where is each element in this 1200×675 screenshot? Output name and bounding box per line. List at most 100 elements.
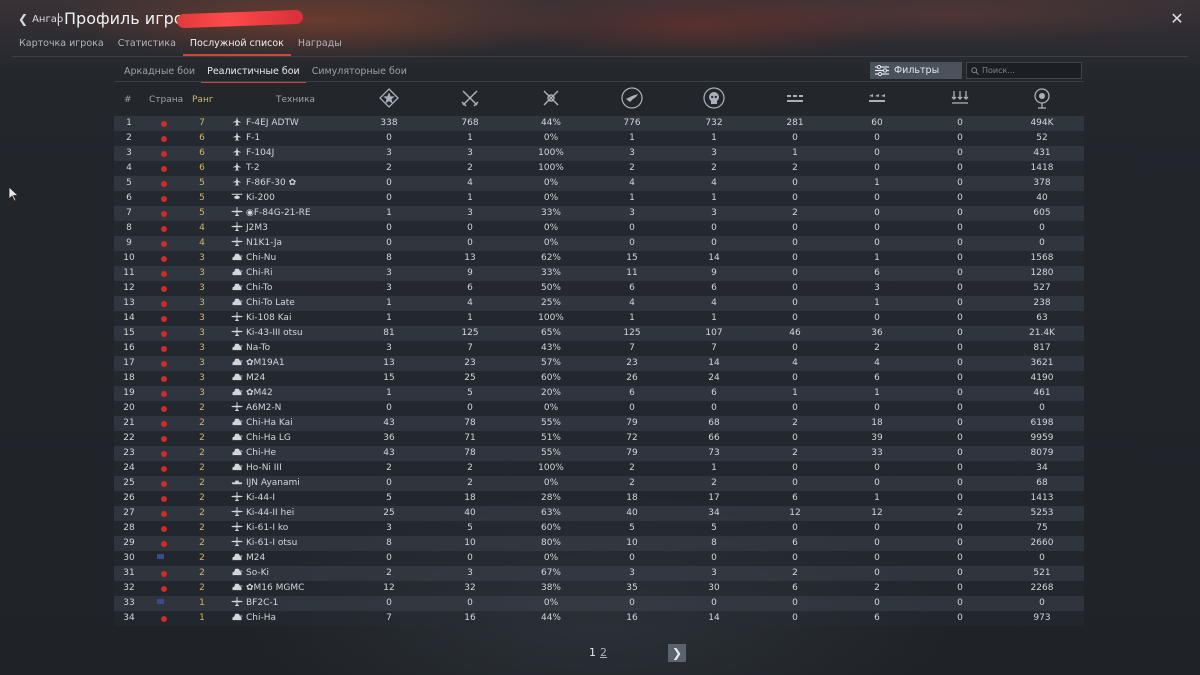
filters-button[interactable]: Фильтры (870, 62, 962, 79)
table-row[interactable]: 18 3 M24 15 25 60% 26 24 0 6 0 4190 (114, 371, 1084, 386)
row-number: 31 (123, 568, 135, 578)
row-vehicle: Ki-61-I ko (231, 521, 361, 536)
stat-naval-kills: 0 (874, 193, 880, 203)
table-row[interactable]: 3 6 F-104J 3 3 100% 3 3 1 0 0 431 (114, 146, 1084, 161)
stat-win-rate: 55% (540, 418, 561, 428)
row-number: 32 (123, 583, 135, 593)
page-link[interactable]: 2 (600, 646, 607, 659)
table-row[interactable]: 14 3 Ki-108 Kai 1 1 100% 1 1 0 0 0 63 (114, 311, 1084, 326)
ship-kills-icon[interactable] (949, 87, 971, 109)
table-row[interactable]: 13 3 Chi-To Late 1 4 25% 4 4 0 1 0 238 (114, 296, 1084, 311)
table-row[interactable]: 8 4 J2M3 0 0 0% 0 0 0 0 0 0 (114, 221, 1084, 236)
stat-ground-kills: 17 (708, 493, 720, 503)
table-row[interactable]: 17 3 ✿M19A1 13 23 57% 23 14 4 4 0 3621 (114, 356, 1084, 371)
respawns-icon[interactable] (378, 87, 400, 109)
table-row[interactable]: 27 2 Ki-44-II hei 25 40 63% 40 34 12 12 2 5253 (114, 506, 1084, 521)
table-row[interactable]: 7 5 ◉F-84G-21-RE 1 3 33% 3 3 2 0 0 605 (114, 206, 1084, 221)
table-row[interactable]: 2 6 F-1 0 1 0% 1 1 0 0 0 52 (114, 131, 1084, 146)
main-tabs: Карточка игрока Статистика Послужной списо… (12, 36, 349, 56)
search-placeholder: Поиск... (982, 66, 1015, 75)
stat-respawns: 3 (386, 148, 392, 158)
stat-respawns: 43 (383, 448, 395, 458)
stat-aircraft-kills: 776 (623, 118, 641, 128)
search-input[interactable]: Поиск... (966, 62, 1082, 79)
page-current[interactable]: 1 (589, 646, 596, 659)
table-row[interactable]: 11 3 Chi-Ri 3 9 33% 11 9 0 6 0 1280 (114, 266, 1084, 281)
table-row[interactable]: 9 4 N1K1-Ja 0 0 0% 0 0 0 0 0 0 (114, 236, 1084, 251)
close-icon[interactable]: ✕ (1170, 9, 1184, 28)
row-vehicle: F-1 (231, 131, 361, 146)
table-row[interactable]: 4 6 T-2 2 2 100% 2 2 2 0 0 1418 (114, 161, 1084, 176)
row-rank: 3 (199, 298, 205, 308)
stat-naval-kills: 0 (874, 403, 880, 413)
table-row[interactable]: 24 2 Ho-Ni III 2 2 100% 2 1 0 0 0 34 (114, 461, 1084, 476)
row-vehicle: ✿M16 MGMC (231, 581, 361, 596)
stat-air-defense-kills: 1 (792, 388, 798, 398)
table-row[interactable]: 1 7 F-4EJ ADTW 338 768 44% 776 732 281 60 0 494K (114, 116, 1084, 131)
table-row[interactable]: 34 1 Chi-Ha 7 16 44% 16 14 0 6 0 973 (114, 611, 1084, 626)
tab-3[interactable]: Послужной список (182, 36, 291, 56)
vehicle-name: Chi-Ha (246, 613, 277, 623)
stat-ship-kills: 0 (957, 193, 963, 203)
tab-1[interactable]: Карточка игрока (19, 38, 104, 49)
stat-naval-kills: 1 (874, 298, 880, 308)
mode-tab-3[interactable]: Симуляторные бои (311, 66, 407, 77)
stat-win-rate: 100% (538, 463, 564, 473)
stat-win-rate: 0% (543, 133, 559, 143)
table-row[interactable]: 19 3 ✿M42 1 5 20% 6 6 1 1 0 461 (114, 386, 1084, 401)
jet-icon (231, 147, 246, 158)
table-row[interactable]: 22 2 Chi-Ha LG 36 71 51% 72 66 0 39 0 9959 (114, 431, 1084, 446)
table-row[interactable]: 31 2 So-Ki 2 3 67% 3 3 2 0 0 521 (114, 566, 1084, 581)
row-vehicle: Chi-Ha Kai (231, 416, 361, 431)
page-title: Профиль игрока (64, 9, 204, 28)
row-rank: 2 (199, 403, 205, 413)
stat-score: 1568 (1030, 253, 1054, 263)
back-to-hangar-button[interactable]: ❮ Ангар (18, 12, 63, 26)
stat-ground-kills: 4 (711, 178, 717, 188)
table-row[interactable]: 28 2 Ki-61-I ko 3 5 60% 5 5 0 0 0 75 (114, 521, 1084, 536)
stat-air-defense-kills: 0 (792, 133, 798, 143)
battles-icon[interactable] (459, 87, 481, 109)
stat-aircraft-kills: 2 (629, 478, 635, 488)
stat-respawns: 2 (386, 568, 392, 578)
table-row[interactable]: 6 5 Ki-200 0 1 0% 1 1 0 0 0 40 (114, 191, 1084, 206)
stat-ship-kills: 0 (957, 388, 963, 398)
stat-ship-kills: 0 (957, 583, 963, 593)
table-row[interactable]: 10 3 Chi-Nu 8 13 62% 15 14 0 1 0 1568 (114, 251, 1084, 266)
tab-2[interactable]: Статистика (117, 38, 176, 49)
stat-win-rate: 100% (538, 313, 564, 323)
table-row[interactable]: 33 1 BF2C-1 0 0 0% 0 0 0 0 0 0 (114, 596, 1084, 611)
naval-kills-icon[interactable] (866, 87, 888, 109)
row-number: 13 (123, 298, 135, 308)
table-row[interactable]: 12 3 Chi-To 3 6 50% 6 6 0 3 0 527 (114, 281, 1084, 296)
score-icon[interactable] (1031, 87, 1053, 109)
aircraft-kills-icon[interactable] (621, 87, 643, 109)
table-row[interactable]: 29 2 Ki-61-I otsu 8 10 80% 10 8 6 0 0 2660 (114, 536, 1084, 551)
table-row[interactable]: 5 5 F-86F-30 ✿ 0 4 0% 4 4 0 1 0 378 (114, 176, 1084, 191)
stat-battles: 9 (467, 268, 473, 278)
table-row[interactable]: 21 2 Chi-Ha Kai 43 78 55% 79 68 2 18 0 6198 (114, 416, 1084, 431)
ground-kills-icon[interactable] (703, 87, 725, 109)
next-page-button[interactable]: ❯ (668, 644, 686, 662)
tab-4[interactable]: Награды (297, 38, 342, 49)
mode-tab-2[interactable]: Реалистичные бои (201, 64, 306, 83)
stat-win-rate: 0% (543, 223, 559, 233)
table-row[interactable]: 32 2 ✿M16 MGMC 12 32 38% 35 30 6 2 0 2268 (114, 581, 1084, 596)
table-row[interactable]: 16 3 Na-To 3 7 43% 7 7 0 2 0 817 (114, 341, 1084, 356)
row-number: 17 (123, 358, 135, 368)
table-row[interactable]: 20 2 A6M2-N 0 0 0% 0 0 0 0 0 0 (114, 401, 1084, 416)
table-row[interactable]: 25 2 IJN Ayanami 0 2 0% 2 2 0 0 0 68 (114, 476, 1084, 491)
win-rate-icon[interactable] (540, 87, 562, 109)
stat-score: 63 (1036, 313, 1048, 323)
vehicle-name: Ki-61-I ko (246, 523, 289, 533)
air-defense-kills-icon[interactable] (784, 87, 806, 109)
back-label: Ангар (32, 13, 64, 25)
table-row[interactable]: 26 2 Ki-44-I 5 18 28% 18 17 6 1 0 1413 (114, 491, 1084, 506)
stat-aircraft-kills: 2 (629, 463, 635, 473)
stat-respawns: 0 (386, 553, 392, 563)
table-row[interactable]: 30 2 M24 0 0 0% 0 0 0 0 0 0 (114, 551, 1084, 566)
table-row[interactable]: 23 2 Chi-He 43 78 55% 79 73 2 33 0 8079 (114, 446, 1084, 461)
stat-ship-kills: 0 (957, 328, 963, 338)
table-row[interactable]: 15 3 Ki-43-III otsu 81 125 65% 125 107 46 36 0 21.4… (114, 326, 1084, 341)
mode-tab-1[interactable]: Аркадные бои (124, 66, 196, 77)
